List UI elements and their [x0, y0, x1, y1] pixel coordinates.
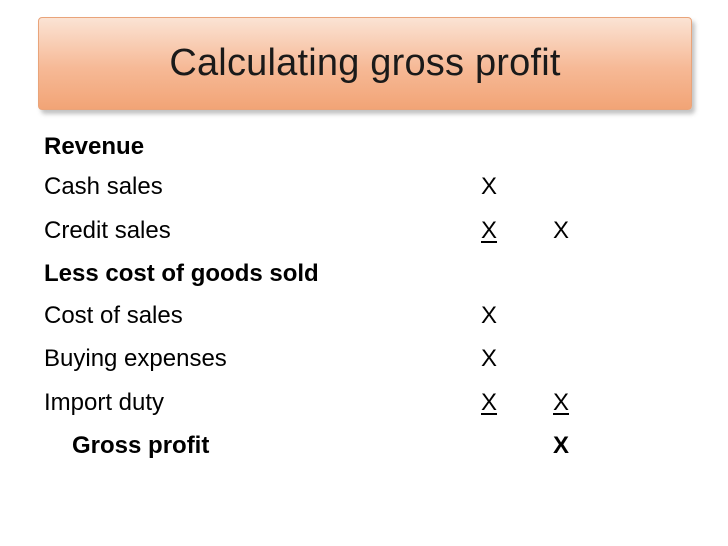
cost-of-sales-amount: X	[481, 302, 498, 329]
revenue-total: X	[553, 217, 570, 244]
row-label-less-cogs: Less cost of goods sold	[44, 260, 319, 287]
buying-expenses-amount: X	[481, 345, 498, 372]
row-cost-of-sales: Cost of sales X	[0, 297, 728, 335]
page-title: Calculating gross profit	[169, 42, 561, 84]
row-credit-sales: Credit sales X X	[0, 212, 728, 250]
row-buying-expenses: Buying expenses X	[0, 340, 728, 378]
cogs-total: X	[553, 389, 570, 416]
row-label-revenue: Revenue	[44, 133, 145, 160]
row-cash-sales: Cash sales X	[0, 168, 728, 206]
row-label-cost-of-sales: Cost of sales	[44, 302, 183, 329]
row-label-import-duty: Import duty	[44, 389, 165, 416]
row-revenue: Revenue	[0, 128, 728, 166]
row-less-cogs: Less cost of goods sold	[0, 255, 728, 293]
title-banner: Calculating gross profit	[38, 17, 692, 110]
row-label-buying-expenses: Buying expenses	[44, 345, 227, 372]
gross-profit-amount: X	[553, 432, 570, 459]
row-import-duty: Import duty X X	[0, 384, 728, 422]
row-gross-profit: Gross profit X	[0, 427, 728, 465]
credit-sales-amount: X	[481, 217, 498, 244]
cash-sales-amount: X	[481, 173, 498, 200]
row-label-gross-profit: Gross profit	[72, 432, 210, 459]
import-duty-amount: X	[481, 389, 498, 416]
row-label-cash-sales: Cash sales	[44, 173, 163, 200]
row-label-credit-sales: Credit sales	[44, 217, 171, 244]
